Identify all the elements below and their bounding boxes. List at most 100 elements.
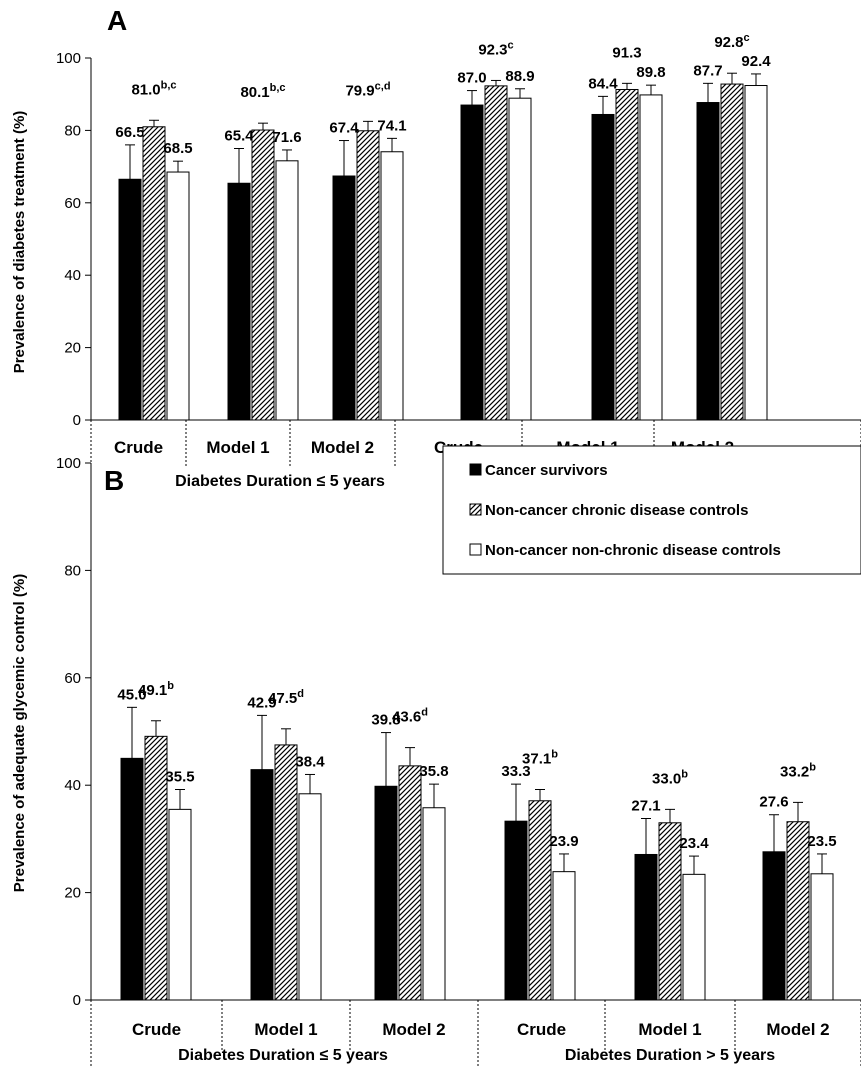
bar (762, 851, 786, 1001)
data-label-superscript: b (809, 761, 816, 773)
bar (332, 175, 356, 421)
y-tick-label: 40 (64, 267, 81, 284)
data-label-superscript: d (297, 688, 304, 700)
data-label: 39.8 (371, 712, 400, 729)
data-label: 89.8 (636, 64, 665, 81)
data-label-superscript: c,d (375, 80, 391, 92)
data-label: 79.9c,d (345, 80, 390, 99)
panel-a: A Prevalence of diabetes treatment (%) 0 2… (11, 5, 861, 490)
bar (552, 871, 576, 1001)
y-tick-label: 60 (64, 195, 81, 212)
data-label: 42.9 (247, 694, 276, 711)
category-label: Model 1 (254, 1020, 317, 1039)
data-label: 91.3 (612, 44, 641, 61)
data-label: 45.0 (117, 686, 146, 703)
category-label: Model 1 (638, 1020, 701, 1039)
y-axis-title: Prevalence of diabetes treatment (%) (11, 111, 28, 374)
data-label: 37.1b (522, 748, 558, 767)
data-label: 87.7 (693, 62, 722, 79)
bar (484, 85, 508, 421)
bar (591, 113, 615, 421)
group-label: Diabetes Duration > 5 years (565, 1047, 775, 1064)
bar (460, 104, 484, 421)
legend-label: Cancer survivors (485, 462, 608, 479)
y-tick-label: 100 (56, 50, 81, 67)
data-label: 35.8 (419, 763, 448, 780)
bar (250, 769, 274, 1001)
y-tick-label: 80 (64, 562, 81, 579)
bar (682, 873, 706, 1001)
bar (275, 160, 299, 421)
category-label: Crude (517, 1020, 566, 1039)
bar (142, 126, 166, 421)
data-label: 92.3c (478, 39, 513, 58)
panel-b-letter: B (104, 465, 124, 496)
data-label: 65.4 (224, 128, 254, 145)
data-label: 23.9 (549, 833, 578, 850)
y-axis-title: Prevalence of adequate glycemic control … (11, 574, 28, 892)
data-label-superscript: c (508, 39, 514, 51)
data-label: 49.1b (138, 680, 174, 699)
data-label: 81.0b,c (131, 79, 176, 98)
bar (398, 765, 422, 1001)
data-label-superscript: b (167, 680, 174, 692)
category-label: Model 2 (766, 1020, 829, 1039)
legend-label: Non-cancer non-chronic disease controls (485, 542, 781, 559)
data-label-superscript: b (681, 768, 688, 780)
data-label: 92.4 (741, 53, 771, 70)
data-label: 33.0b (652, 768, 688, 787)
bar (639, 94, 663, 421)
data-label: 80.1b,c (240, 82, 285, 101)
data-label: 33.2b (780, 761, 816, 780)
data-label: 47.5d (268, 688, 304, 707)
legend-box (442, 445, 861, 575)
category-label: Model 2 (311, 438, 374, 457)
data-label-superscript: b,c (161, 79, 177, 91)
bar (744, 85, 768, 421)
panel-b: B Prevalence of adequate glycemic contro… (11, 445, 861, 1066)
legend: Cancer survivors Non-cancer chronic disea… (442, 445, 861, 575)
data-label: 38.4 (295, 753, 325, 770)
data-label: 27.6 (759, 794, 788, 811)
bar (118, 178, 142, 421)
data-label: 92.8c (714, 32, 749, 51)
panel-a-letter: A (107, 5, 127, 36)
data-label: 23.4 (679, 835, 709, 852)
y-tick-label: 80 (64, 122, 81, 139)
data-label-superscript: b (551, 748, 558, 760)
data-label: 66.5 (115, 124, 144, 141)
bar (144, 735, 168, 1001)
legend-swatch (469, 463, 482, 476)
data-label: 23.5 (807, 833, 836, 850)
category-label: Model 2 (382, 1020, 445, 1039)
y-tick-label: 40 (64, 777, 81, 794)
bar (658, 822, 682, 1001)
bar (374, 785, 398, 1001)
category-label: Crude (132, 1020, 181, 1039)
data-label: 88.9 (505, 68, 534, 85)
category-label: Crude (114, 438, 163, 457)
data-label: 67.4 (329, 120, 359, 137)
group-label: Diabetes Duration ≤ 5 years (175, 473, 385, 490)
bar (696, 102, 720, 421)
y-tick-label: 20 (64, 885, 81, 902)
bar (166, 171, 190, 421)
bar (168, 808, 192, 1001)
bar (528, 800, 552, 1001)
group-label: Diabetes Duration ≤ 5 years (178, 1047, 388, 1064)
data-label: 84.4 (588, 75, 618, 92)
y-tick-label: 0 (73, 412, 81, 429)
bar (508, 97, 532, 421)
category-label: Model 1 (206, 438, 269, 457)
data-label: 35.5 (165, 768, 194, 785)
y-tick-label: 100 (56, 455, 81, 472)
bar (810, 873, 834, 1001)
bar (120, 757, 144, 1001)
bar (786, 821, 810, 1001)
bar (720, 83, 744, 421)
bar (274, 744, 298, 1001)
bar (634, 853, 658, 1001)
bar (356, 130, 380, 421)
data-label: 74.1 (377, 117, 406, 134)
